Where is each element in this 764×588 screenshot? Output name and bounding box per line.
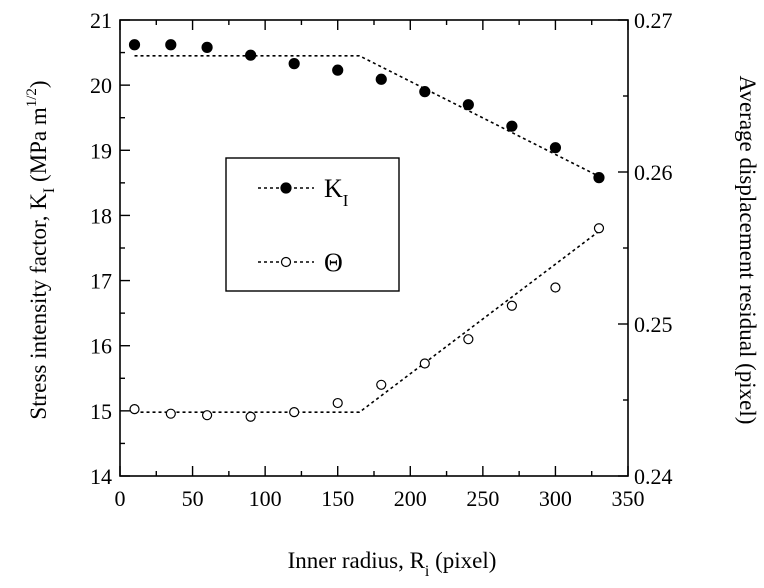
ki-point xyxy=(332,64,344,76)
theta-point xyxy=(245,411,256,422)
theta-point xyxy=(165,408,176,419)
ki-point xyxy=(419,86,431,98)
theta-point xyxy=(550,282,561,293)
ki-point xyxy=(549,142,562,154)
ki-point xyxy=(245,49,257,61)
y-axis-left-title: Stress intensity factor, KI (MPa m1/2) xyxy=(24,80,58,419)
y-right-tick-label: 0.25 xyxy=(634,312,673,337)
theta-point xyxy=(289,407,300,418)
theta-point xyxy=(593,223,605,234)
theta-point xyxy=(201,410,213,421)
y-left-tick-label: 14 xyxy=(90,464,112,489)
legend-label-ki: KI xyxy=(324,174,349,210)
y-right-tick-label: 0.24 xyxy=(634,464,673,489)
legend-marker xyxy=(280,256,292,268)
x-tick-label: 200 xyxy=(394,486,427,511)
y-left-tick-label: 18 xyxy=(90,203,112,228)
y-right-tick-label: 0.26 xyxy=(634,160,673,185)
x-tick-label: 100 xyxy=(249,486,282,511)
x-tick-label: 0 xyxy=(115,486,126,511)
x-axis-title: Inner radius, Ri (pixel) xyxy=(288,548,497,580)
y-left-tick-label: 21 xyxy=(90,8,112,33)
legend-marker xyxy=(280,182,292,194)
y-left-tick-label: 20 xyxy=(90,73,112,98)
theta-point xyxy=(506,300,517,311)
x-tick-label: 50 xyxy=(182,486,204,511)
theta-point xyxy=(332,397,343,409)
y-left-tick-label: 16 xyxy=(90,334,112,359)
ki-point xyxy=(506,120,518,132)
theta-point xyxy=(129,404,140,415)
legend-label-theta: Θ xyxy=(324,248,343,277)
ki-point xyxy=(593,172,605,184)
ki-point xyxy=(165,39,177,51)
x-tick-label: 250 xyxy=(466,486,499,511)
y-left-tick-label: 15 xyxy=(90,399,112,424)
y-axis-right-title: Average displacement residual (pixel) xyxy=(735,76,760,425)
ki-point xyxy=(128,39,141,51)
x-tick-label: 300 xyxy=(539,486,572,511)
theta-point xyxy=(376,379,387,390)
x-tick-label: 150 xyxy=(321,486,354,511)
ki-point xyxy=(375,73,387,85)
y-left-tick-label: 19 xyxy=(90,138,112,163)
data-points xyxy=(128,39,605,422)
theta-point xyxy=(463,334,474,345)
x-tick-label: 350 xyxy=(612,486,645,511)
y-left-tick-label: 17 xyxy=(90,269,112,294)
ki-point xyxy=(462,99,474,111)
axis-ticks: 0 50 100 150 200 250 300 350 14 15 16 17 18 19 20 21 0.2… xyxy=(90,8,673,511)
legend-box xyxy=(225,157,400,292)
theta-point xyxy=(419,358,430,369)
ki-point xyxy=(201,41,213,53)
ki-point xyxy=(288,58,300,70)
ki-fit-line xyxy=(134,55,600,178)
legend: KI Θ xyxy=(225,157,400,292)
y-right-tick-label: 0.27 xyxy=(634,8,673,33)
